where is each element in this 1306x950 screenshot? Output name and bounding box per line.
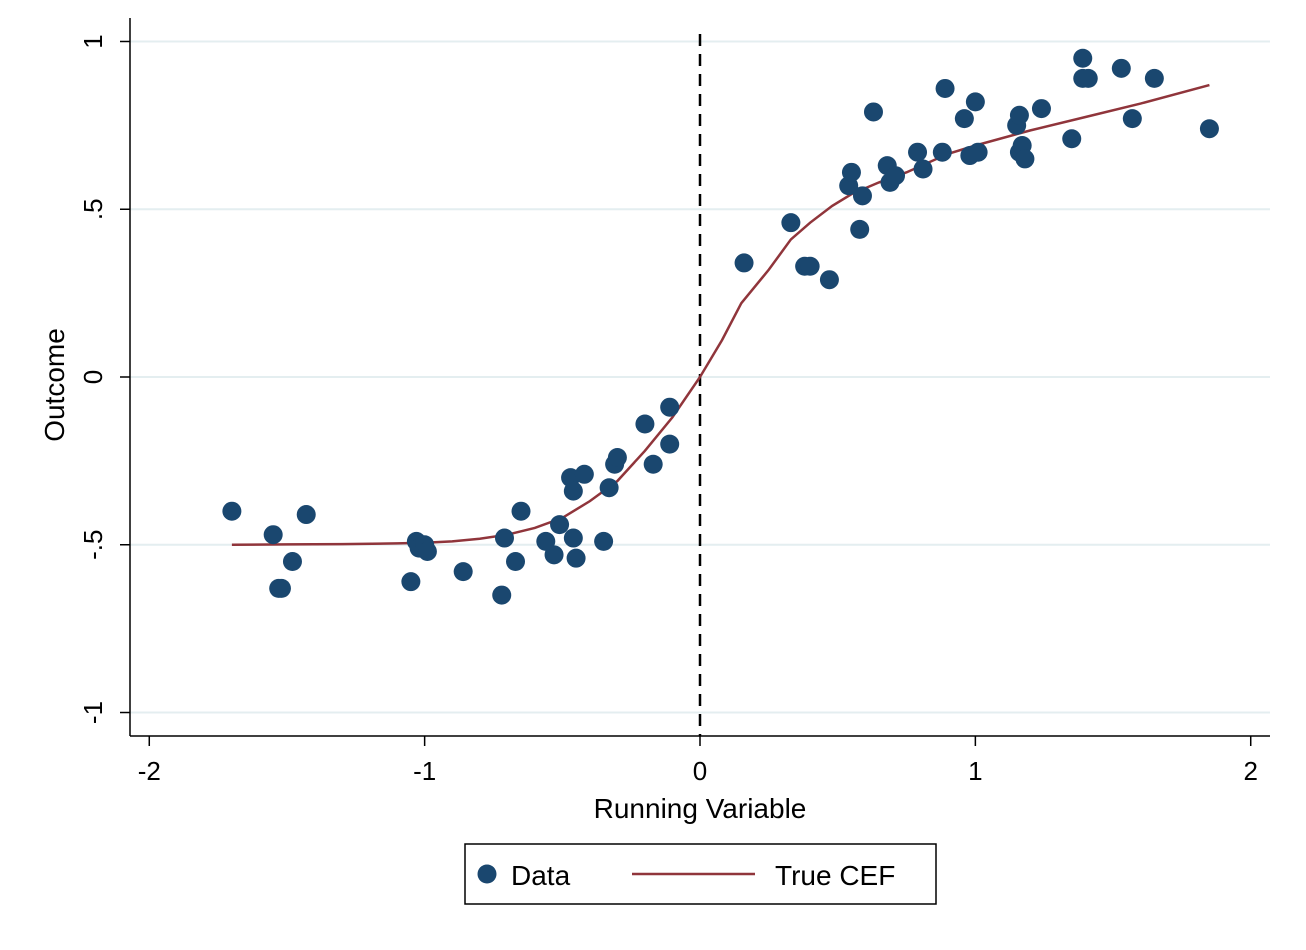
data-point [401, 572, 421, 592]
data-point [1015, 149, 1035, 169]
data-point [222, 501, 242, 521]
x-tick-label: 0 [693, 756, 707, 786]
y-tick-label: 0 [78, 370, 108, 384]
data-point [1122, 109, 1142, 129]
data-point [594, 531, 614, 551]
legend-marker-data [477, 864, 497, 884]
data-point [494, 528, 514, 548]
data-point [913, 159, 933, 179]
data-point [1111, 58, 1131, 78]
series-line-true-cef [231, 83, 1210, 547]
data-point [819, 270, 839, 290]
data-point [908, 142, 928, 162]
data-point [781, 213, 801, 233]
legend-label-true-cef: True CEF [775, 860, 895, 891]
data-point [282, 552, 302, 572]
data-point [574, 464, 594, 484]
data-point [417, 541, 437, 561]
data-point [954, 109, 974, 129]
data-point [1031, 99, 1051, 119]
data-point [1199, 119, 1219, 139]
data-point [660, 397, 680, 417]
x-tick-label: 1 [968, 756, 982, 786]
data-point [660, 434, 680, 454]
data-point [511, 501, 531, 521]
data-point [968, 142, 988, 162]
data-point [599, 478, 619, 498]
data-point [263, 525, 283, 545]
data-point [852, 186, 872, 206]
data-point [566, 548, 586, 568]
data-point [607, 448, 627, 468]
data-point [453, 562, 473, 582]
data-point [492, 585, 512, 605]
data-point [271, 578, 291, 598]
legend-label-data: Data [511, 860, 571, 891]
data-point [800, 256, 820, 276]
data-point [506, 552, 526, 572]
data-point [296, 505, 316, 525]
data-point [965, 92, 985, 112]
legend: Data True CEF [464, 843, 937, 905]
data-point [886, 166, 906, 186]
x-tick-label: -2 [138, 756, 161, 786]
data-point [643, 454, 663, 474]
series-points-data [222, 48, 1219, 605]
y-tick-label: -1 [78, 701, 108, 724]
x-tick-label: 2 [1243, 756, 1257, 786]
data-point [734, 253, 754, 273]
x-tick-label: -1 [413, 756, 436, 786]
data-point [635, 414, 655, 434]
data-point [1073, 48, 1093, 68]
y-tick-label: .5 [78, 198, 108, 220]
data-point [563, 481, 583, 501]
y-tick-label: 1 [78, 34, 108, 48]
x-axis-title: Running Variable [594, 793, 807, 824]
data-point [563, 528, 583, 548]
data-point [850, 219, 870, 239]
data-point [841, 162, 861, 182]
data-point [935, 78, 955, 98]
data-point [1144, 68, 1164, 88]
data-point [550, 515, 570, 535]
tick-labels: -1 -.5 0 .5 1 -2 -1 0 1 2 [78, 34, 1258, 786]
data-point [1078, 68, 1098, 88]
y-tick-label: -.5 [78, 530, 108, 560]
data-point [1062, 129, 1082, 149]
data-point [932, 142, 952, 162]
data-point [544, 545, 564, 565]
data-point [863, 102, 883, 122]
data-point [1009, 105, 1029, 125]
y-axis-title: Outcome [39, 328, 70, 442]
